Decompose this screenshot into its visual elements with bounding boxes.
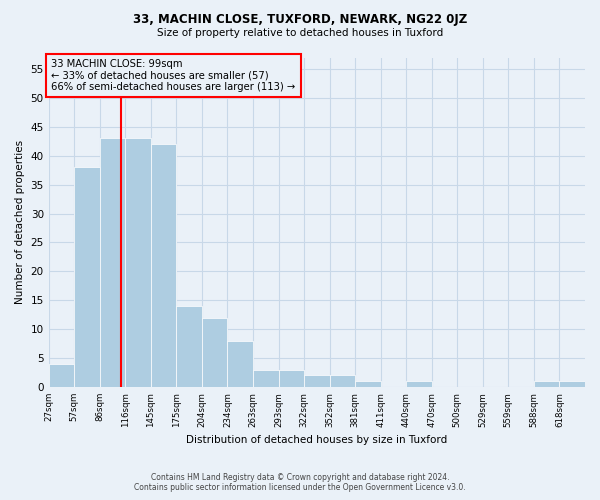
Bar — [151, 144, 176, 387]
X-axis label: Distribution of detached houses by size in Tuxford: Distribution of detached houses by size … — [186, 435, 448, 445]
Bar — [49, 364, 74, 387]
Bar — [406, 381, 432, 387]
Bar — [253, 370, 278, 387]
Text: Contains HM Land Registry data © Crown copyright and database right 2024.
Contai: Contains HM Land Registry data © Crown c… — [134, 473, 466, 492]
Text: 33 MACHIN CLOSE: 99sqm
← 33% of detached houses are smaller (57)
66% of semi-det: 33 MACHIN CLOSE: 99sqm ← 33% of detached… — [52, 59, 296, 92]
Bar — [278, 370, 304, 387]
Bar — [100, 138, 125, 387]
Bar — [355, 381, 380, 387]
Bar — [329, 376, 355, 387]
Text: Size of property relative to detached houses in Tuxford: Size of property relative to detached ho… — [157, 28, 443, 38]
Bar — [125, 138, 151, 387]
Bar — [176, 306, 202, 387]
Bar — [74, 168, 100, 387]
Text: 33, MACHIN CLOSE, TUXFORD, NEWARK, NG22 0JZ: 33, MACHIN CLOSE, TUXFORD, NEWARK, NG22 … — [133, 12, 467, 26]
Bar — [534, 381, 559, 387]
Bar — [227, 340, 253, 387]
Bar — [559, 381, 585, 387]
Bar — [202, 318, 227, 387]
Bar — [304, 376, 329, 387]
Y-axis label: Number of detached properties: Number of detached properties — [15, 140, 25, 304]
